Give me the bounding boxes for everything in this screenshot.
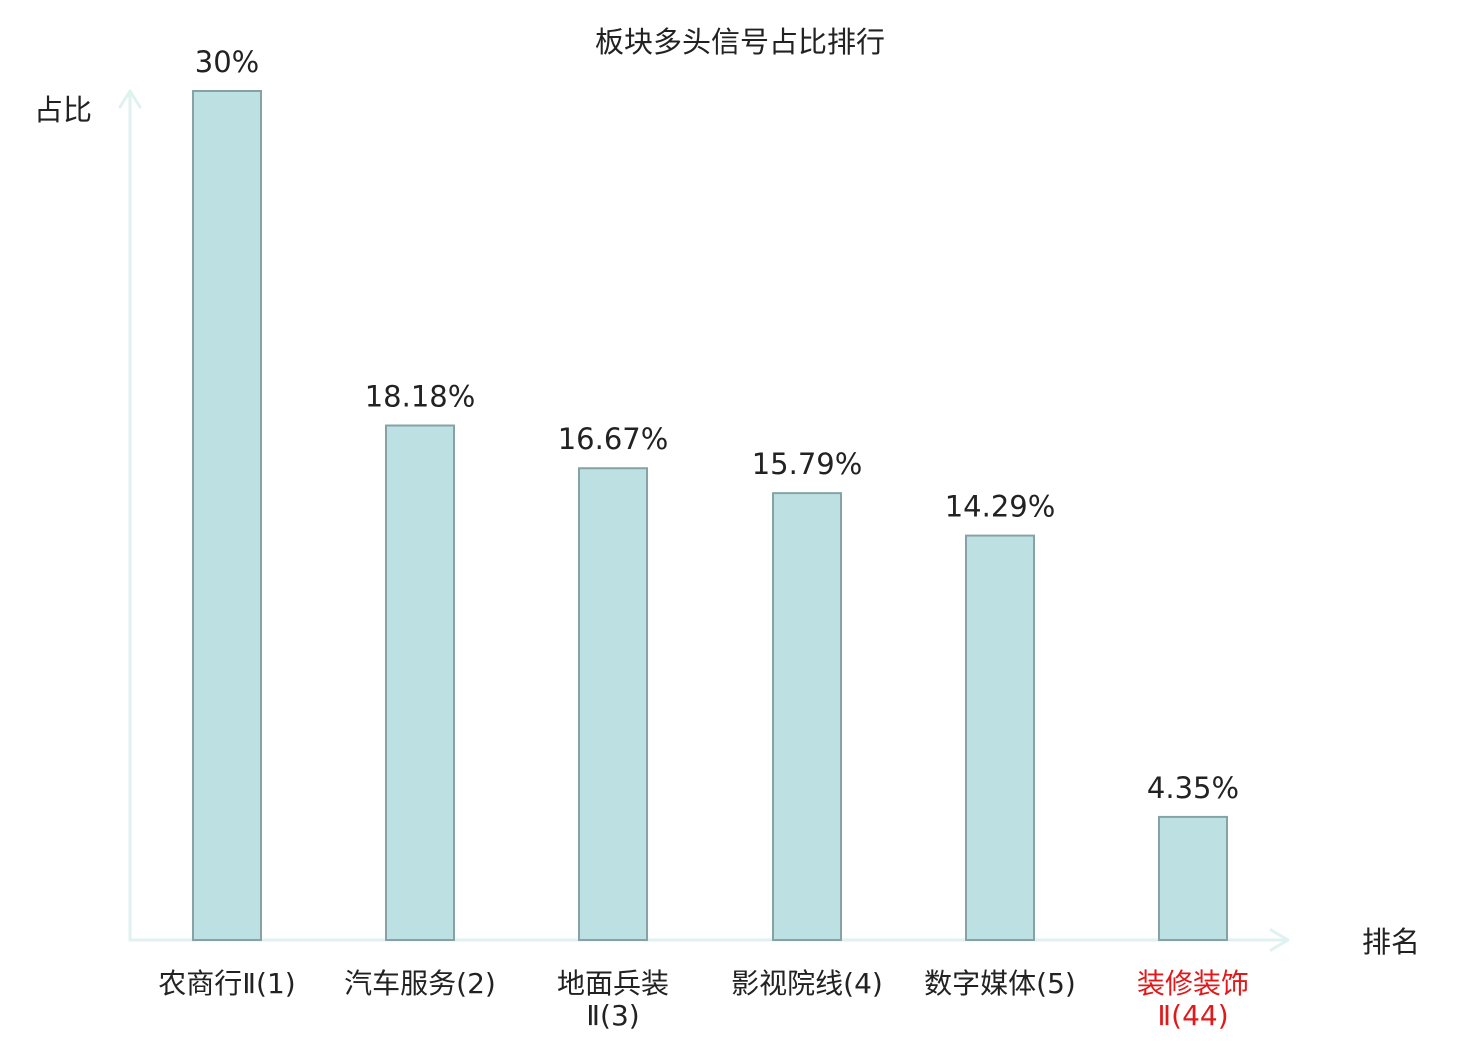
bar xyxy=(965,534,1035,942)
x-tick-label: 影视院线(4) xyxy=(731,967,883,1000)
x-tick-label: Ⅱ(44) xyxy=(1157,999,1228,1032)
bar xyxy=(772,492,842,941)
bar-value-label: 16.67% xyxy=(558,422,669,456)
bar-value-label: 14.29% xyxy=(945,490,1056,524)
axes xyxy=(118,89,1290,952)
bars-group xyxy=(192,90,1228,942)
x-tick-label: Ⅱ(3) xyxy=(586,999,639,1032)
bar-value-label: 4.35% xyxy=(1147,771,1239,805)
y-axis-label: 占比 xyxy=(34,93,92,127)
y-axis-arrow xyxy=(118,89,142,109)
bar xyxy=(192,90,262,941)
x-tick-label: 农商行Ⅱ(1) xyxy=(158,967,295,1000)
x-axis-arrow xyxy=(1269,928,1290,952)
bar-value-label: 18.18% xyxy=(365,380,476,414)
x-axis-label: 排名 xyxy=(1362,925,1420,959)
bar-value-label: 15.79% xyxy=(752,447,863,481)
bar xyxy=(1158,815,1228,942)
value-labels-group: 30% 18.18% 16.67% 15.79% 14.29% 4.35% xyxy=(195,45,1239,805)
x-tick-label: 装修装饰 xyxy=(1137,967,1249,1000)
x-tick-label: 汽车服务(2) xyxy=(344,967,496,1000)
x-tick-label: 地面兵装 xyxy=(557,967,669,1000)
bar xyxy=(385,424,455,942)
chart-title: 板块多头信号占比排行 xyxy=(595,25,885,59)
bar-value-label: 30% xyxy=(195,45,259,79)
bar xyxy=(578,467,648,941)
x-tick-label: 数字媒体(5) xyxy=(924,967,1076,1000)
